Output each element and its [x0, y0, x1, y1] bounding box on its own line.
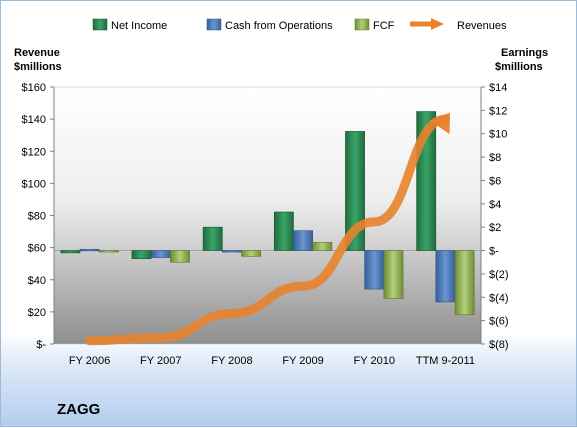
bar-cash-from-operations-fy-2009: [293, 231, 312, 251]
bar-fcf-fy-2006: [99, 251, 118, 253]
right-axis: $(8) $(6) $(4) $(2) $- $2 $4 $6 $8 $10 $12 $14: [481, 82, 509, 351]
bar-fcf-fy-2010: [384, 251, 403, 299]
right-tick-label: $(4): [489, 292, 509, 304]
category-label-ttm-9-2011: TTM 9-2011: [416, 355, 475, 367]
bar-cash-from-operations-ttm-9-2011: [436, 251, 455, 302]
left-tick-label: $80: [28, 211, 46, 223]
legend-label-fcf: FCF: [373, 20, 395, 32]
legend-label-net-income: Net Income: [111, 20, 167, 32]
right-tick-label: $6: [489, 175, 501, 187]
bar-cash-from-operations-fy-2006: [80, 249, 99, 251]
left-tick-label: $60: [28, 243, 46, 255]
left-axis-title-line1: Revenue: [14, 47, 60, 59]
legend-label-cash-from-operations: Cash from Operations: [225, 20, 333, 32]
bar-cash-from-operations-fy-2010: [365, 251, 384, 290]
left-axis: $- $20 $40 $60 $80 $100 $120 $140 $160: [22, 82, 54, 351]
legend-item-net-income[interactable]: Net Income: [93, 19, 167, 32]
bar-fcf-fy-2009: [313, 242, 332, 250]
legend-swatch-net-income: [93, 19, 107, 30]
bar-net-income-fy-2007: [132, 251, 151, 259]
legend-item-fcf[interactable]: FCF: [355, 19, 395, 32]
category-label-fy-2010: FY 2010: [354, 355, 395, 367]
bar-net-income-fy-2006: [61, 251, 80, 253]
category-label-fy-2008: FY 2008: [211, 355, 252, 367]
bar-net-income-fy-2008: [203, 227, 222, 250]
category-label-fy-2007: FY 2007: [140, 355, 181, 367]
right-tick-label: $10: [489, 129, 507, 141]
right-axis-title-line2: $millions: [495, 61, 543, 73]
left-tick-label: $120: [22, 146, 46, 158]
bar-cash-from-operations-fy-2008: [222, 251, 241, 253]
left-tick-label: $20: [28, 307, 46, 319]
left-tick-label: $-: [36, 339, 46, 351]
bar-cash-from-operations-fy-2007: [151, 251, 170, 258]
right-tick-label: $12: [489, 105, 507, 117]
legend-arrowhead-revenues: [431, 18, 444, 30]
left-tick-label: $40: [28, 275, 46, 287]
right-tick-label: $(8): [489, 339, 509, 351]
bar-fcf-ttm-9-2011: [455, 251, 474, 315]
left-tick-label: $140: [22, 114, 46, 126]
category-label-fy-2006: FY 2006: [69, 355, 110, 367]
bar-net-income-fy-2009: [274, 212, 293, 251]
right-tick-label: $(2): [489, 269, 509, 281]
legend-swatch-fcf: [355, 19, 369, 30]
legend-swatch-cash-from-operations: [207, 19, 221, 30]
bar-fcf-fy-2008: [242, 251, 261, 257]
company-label: ZAGG: [57, 401, 100, 418]
right-tick-label: $2: [489, 222, 501, 234]
category-label-fy-2009: FY 2009: [282, 355, 323, 367]
legend-item-cash-from-operations[interactable]: Cash from Operations: [207, 19, 333, 32]
right-tick-label: $4: [489, 199, 501, 211]
legend-label-revenues: Revenues: [457, 20, 507, 32]
category-axis: FY 2006 FY 2007 FY 2008 FY 2009 FY 2010 TTM 9…: [69, 355, 475, 367]
right-tick-label: $14: [489, 82, 507, 94]
right-tick-label: $(6): [489, 316, 509, 328]
right-tick-label: $8: [489, 152, 501, 164]
legend-item-revenues[interactable]: Revenues: [410, 18, 507, 32]
left-axis-title-line2: $millions: [14, 61, 62, 73]
left-tick-label: $160: [22, 82, 46, 94]
left-tick-label: $100: [22, 178, 46, 190]
legend: Net Income Cash from Operations FCF Reve…: [93, 18, 507, 32]
bar-fcf-fy-2007: [170, 251, 189, 263]
right-axis-title-line1: Earnings: [501, 47, 548, 59]
right-tick-label: $-: [489, 246, 499, 258]
